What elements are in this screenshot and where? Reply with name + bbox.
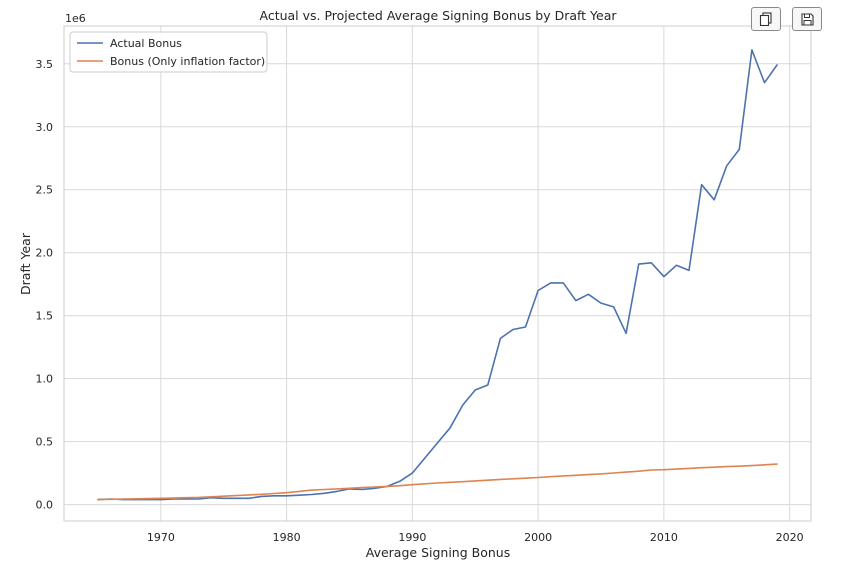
y-tick-label: 1.5 [36, 310, 54, 323]
series-line-actual-bonus [97, 49, 778, 501]
x-tick-label: 1980 [273, 531, 301, 544]
floppy-disk-icon [800, 12, 814, 26]
y-axis-label: Draft Year [18, 232, 33, 295]
y-tick-label: 0.5 [36, 436, 54, 449]
x-tick-label: 2010 [650, 531, 678, 544]
legend-box [69, 31, 268, 73]
y-tick-label: 3.0 [36, 121, 54, 134]
copy-icon [759, 12, 772, 26]
x-axis-label: Average Signing Bonus [366, 545, 510, 560]
y-tick-label: 2.5 [36, 184, 54, 197]
chart-title: Actual vs. Projected Average Signing Bon… [259, 8, 617, 23]
legend-entry-label: Bonus (Only inflation factor) [110, 55, 265, 68]
y-tick-label: 3.5 [36, 58, 54, 71]
copy-button[interactable] [751, 7, 781, 31]
legend: Actual Bonus Bonus (Only inflation factor… [69, 31, 268, 73]
save-button[interactable] [792, 7, 822, 31]
x-tick-label: 1990 [398, 531, 426, 544]
y-tick-label: 2.0 [36, 247, 54, 260]
tick-labels: 1970 1980 1990 2000 2010 2020 0.0 0.5 1.0 1.5 2.0 2… [36, 58, 804, 544]
x-tick-label: 1970 [147, 531, 175, 544]
y-axis-offset-label: 1e6 [65, 12, 86, 25]
grid [64, 26, 811, 521]
legend-entry-label: Actual Bonus [110, 37, 182, 50]
plot-frame [63, 25, 812, 522]
y-tick-label: 1.0 [36, 373, 54, 386]
y-tick-label: 0.0 [36, 499, 54, 512]
series-layer [97, 49, 778, 501]
x-tick-label: 2020 [776, 531, 804, 544]
x-tick-label: 2000 [524, 531, 552, 544]
series-line-inflation-bonus [97, 463, 778, 501]
